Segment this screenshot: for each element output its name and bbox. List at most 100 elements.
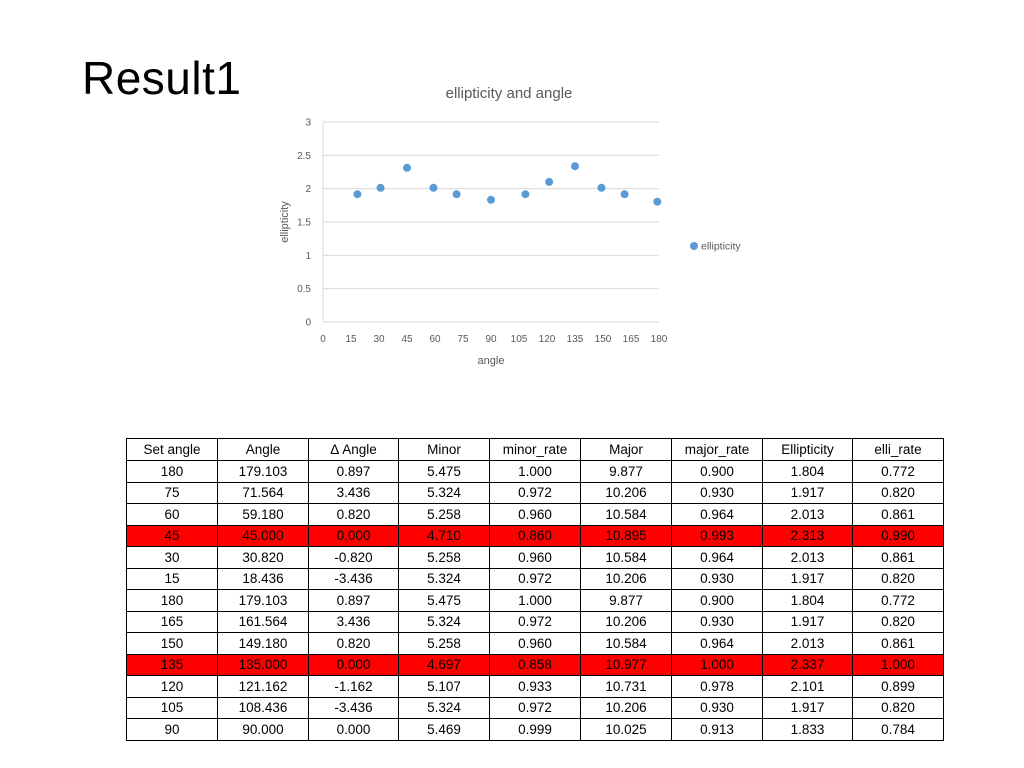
table-cell: 71.564 (217, 481, 309, 504)
table-cell: -1.162 (308, 675, 399, 698)
table-cell: 45.000 (217, 524, 309, 547)
table-row: 180 179.103 0.897 5.475 1.000 9.877 0.900 1.804… (126, 460, 944, 483)
data-point (353, 190, 362, 199)
table-cell: 0.900 (671, 589, 763, 612)
table-cell: 0.930 (671, 696, 763, 719)
table-cell: 30 (126, 546, 218, 569)
table-row-highlighted: 45 45.000 0.000 4.710 0.860 10.895 0.993 2.313 0… (126, 524, 944, 547)
table-cell: 135 (126, 653, 218, 676)
table-cell: 180 (126, 589, 218, 612)
table-cell: 0.858 (489, 653, 581, 676)
table-cell: 0.897 (308, 589, 399, 612)
table-cell: 2.013 (762, 632, 853, 655)
table-cell: 10.584 (580, 503, 672, 526)
table-cell: 0.820 (308, 503, 399, 526)
table-row-highlighted: 135 135.000 0.000 4.697 0.858 10.977 1.000 2.33… (126, 653, 944, 676)
table-cell: 1.000 (671, 653, 763, 676)
table-cell: 0.820 (852, 696, 944, 719)
table-cell: 5.107 (398, 675, 490, 698)
table-cell: 0.000 (308, 524, 399, 547)
table-row: 120 121.162 -1.162 5.107 0.933 10.731 0.978 2.1… (126, 675, 944, 698)
table-cell: 0.000 (308, 718, 399, 741)
y-axis-label: ellipticity (279, 201, 291, 243)
table-cell: 9.877 (580, 589, 672, 612)
table-row: 15 18.436 -3.436 5.324 0.972 10.206 0.930 1.917… (126, 567, 944, 590)
table-header-cell: Angle (217, 438, 309, 461)
table-row: 30 30.820 -0.820 5.258 0.960 10.584 0.964 2.013… (126, 546, 944, 569)
table-header-cell: Minor (398, 438, 490, 461)
table-cell: 10.206 (580, 696, 672, 719)
table-cell: 2.101 (762, 675, 853, 698)
data-point (620, 190, 629, 199)
table-cell: 5.324 (398, 567, 490, 590)
chart-title: ellipticity and angle (446, 85, 573, 102)
table-cell: 0.861 (852, 503, 944, 526)
scatter-chart: 00.511.522.530 15 30 45 60 75 90 105 120 135 150 16… (279, 85, 741, 367)
y-tick-label: 2.5 (297, 151, 311, 162)
table-cell: 15 (126, 567, 218, 590)
table-cell: 90 (126, 718, 218, 741)
table-cell: 30.820 (217, 546, 309, 569)
table-header-cell: Ellipticity (762, 438, 853, 461)
table-cell: 0.964 (671, 503, 763, 526)
table-cell: 0.978 (671, 675, 763, 698)
table-cell: 0.820 (308, 632, 399, 655)
table-cell: 0.820 (852, 481, 944, 504)
table-cell: 75 (126, 481, 218, 504)
table-cell: 0.899 (852, 675, 944, 698)
table-cell: 0.993 (671, 524, 763, 547)
table-cell: 18.436 (217, 567, 309, 590)
table-cell: 0.972 (489, 567, 581, 590)
table-cell: 1.917 (762, 696, 853, 719)
table-cell: 0.860 (489, 524, 581, 547)
table-cell: 0.990 (852, 524, 944, 547)
x-tick-label: 120 (539, 334, 556, 345)
y-tick-label: 2 (305, 184, 311, 195)
table-cell: 5.258 (398, 546, 490, 569)
table-cell: 180 (126, 460, 218, 483)
x-tick-label: 45 (401, 334, 413, 345)
table-cell: 5.324 (398, 481, 490, 504)
y-tick-label: 0 (305, 318, 311, 329)
table-cell: 0.972 (489, 610, 581, 633)
table-cell: 2.337 (762, 653, 853, 676)
table-row: 75 71.564 3.436 5.324 0.972 10.206 0.930 1.917 0… (126, 481, 944, 504)
table-cell: 5.469 (398, 718, 490, 741)
x-tick-label: 165 (623, 334, 640, 345)
table-cell: 45 (126, 524, 218, 547)
table-row: 165 161.564 3.436 5.324 0.972 10.206 0.930 1.91… (126, 610, 944, 633)
table-cell: 10.206 (580, 481, 672, 504)
table-cell: 4.710 (398, 524, 490, 547)
data-point (403, 163, 411, 172)
data-point (597, 183, 606, 192)
x-tick-label: 30 (373, 334, 385, 345)
table-cell: 5.324 (398, 610, 490, 633)
data-point (571, 162, 579, 171)
results-table: Set angle Angle Δ Angle Minor minor_rate Majo… (126, 438, 944, 741)
x-tick-label: 180 (651, 334, 668, 345)
table-cell: 0.972 (489, 696, 581, 719)
data-point (521, 190, 530, 199)
table-header-cell: elli_rate (852, 438, 944, 461)
table-cell: 10.584 (580, 632, 672, 655)
x-axis-label: angle (478, 355, 505, 367)
table-row: 180 179.103 0.897 5.475 1.000 9.877 0.900 1.804… (126, 589, 944, 612)
data-point (487, 195, 495, 204)
data-point (376, 183, 385, 192)
table-cell: 10.895 (580, 524, 672, 547)
x-tick-label: 90 (485, 334, 497, 345)
table-cell: 120 (126, 675, 218, 698)
table-cell: 1.917 (762, 610, 853, 633)
table-cell: 1.917 (762, 481, 853, 504)
table-cell: 0.999 (489, 718, 581, 741)
x-tick-label: 150 (595, 334, 612, 345)
legend-label: ellipticity (701, 241, 741, 253)
table-cell: 3.436 (308, 481, 399, 504)
slide-title: Result1 (82, 52, 242, 104)
table-cell: 10.731 (580, 675, 672, 698)
table-cell: 5.324 (398, 696, 490, 719)
table-cell: 0.000 (308, 653, 399, 676)
table-header-cell: Major (580, 438, 672, 461)
table-cell: 0.900 (671, 460, 763, 483)
legend-marker (690, 242, 698, 250)
